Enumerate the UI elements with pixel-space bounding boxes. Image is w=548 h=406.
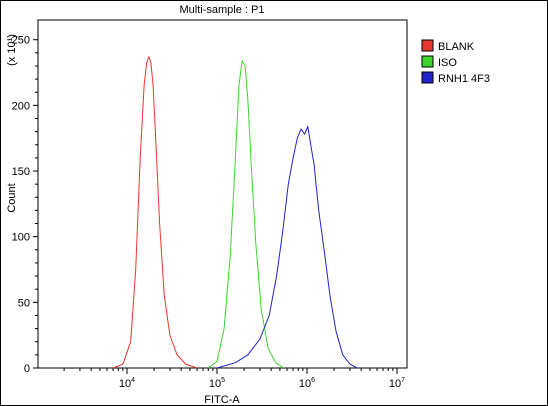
plot-area [37, 19, 408, 369]
x-tick-label: 107 [389, 377, 405, 390]
y-tick-label: 50 [18, 297, 30, 309]
y-tick-label: 150 [12, 166, 30, 178]
legend-label: BLANK [438, 41, 475, 53]
x-tick-base: 10 [299, 378, 311, 390]
x-tick-base: 10 [209, 378, 221, 390]
y-axis-ticks: 0 50 100 150 200 250 [12, 35, 38, 375]
x-tick-exp: 7 [401, 377, 405, 384]
series-line-2 [216, 125, 358, 369]
legend: BLANK ISO RNH1 4F3 [421, 39, 490, 85]
x-tick-base: 10 [389, 378, 401, 390]
legend-swatch [421, 39, 434, 52]
legend-label: ISO [438, 57, 457, 69]
series-line-0 [112, 56, 198, 369]
legend-swatch [421, 71, 434, 84]
x-axis-ticks: 104 105 106 107 [63, 368, 405, 390]
x-tick-label: 106 [299, 377, 315, 390]
y-tick-label: 250 [12, 35, 30, 47]
y-tick-label: 0 [24, 363, 30, 375]
y-tick-label: 100 [12, 232, 30, 244]
series-lines [112, 56, 358, 369]
x-tick-exp: 6 [311, 377, 315, 384]
y-axis-label: Count [6, 183, 18, 212]
y-multiplier-label: (x 10¹) [6, 34, 18, 66]
y-tick-label: 200 [12, 100, 30, 112]
legend-label: RNH1 4F3 [438, 73, 490, 85]
x-tick-exp: 5 [221, 377, 225, 384]
x-tick-label: 104 [119, 377, 135, 390]
x-tick-exp: 4 [131, 377, 135, 384]
legend-swatch [421, 55, 434, 68]
x-tick-label: 105 [209, 377, 225, 390]
x-tick-base: 10 [119, 378, 131, 390]
chart-title: Multi-sample : P1 [180, 4, 265, 16]
x-axis-label: FITC-A [204, 394, 240, 406]
series-line-1 [207, 60, 284, 369]
